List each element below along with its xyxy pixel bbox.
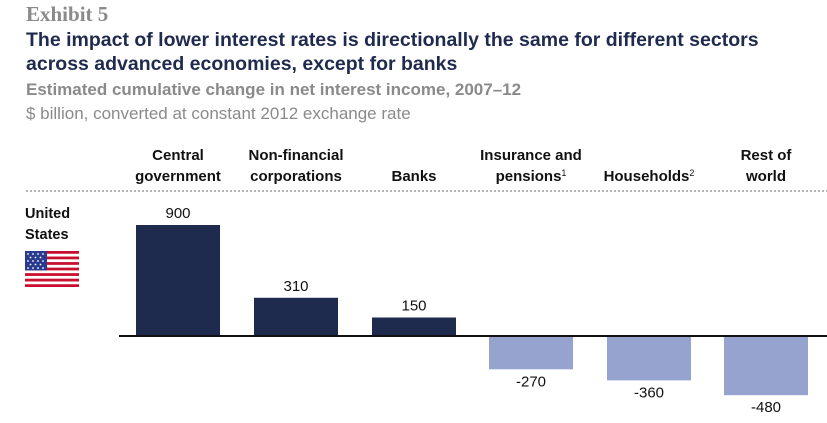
value-label: -360 bbox=[634, 384, 664, 401]
unit-note: $ billion, converted at constant 2012 ex… bbox=[26, 104, 411, 123]
bar bbox=[489, 336, 573, 370]
category-label: Rest of bbox=[741, 147, 793, 164]
value-label: 150 bbox=[401, 298, 426, 315]
bar bbox=[136, 225, 220, 336]
category-label: Insurance and bbox=[480, 147, 582, 164]
bar bbox=[372, 317, 456, 336]
country-label: United States bbox=[25, 206, 71, 243]
category-label: pensions1 bbox=[496, 168, 567, 185]
category-label: world bbox=[745, 168, 786, 185]
value-label: 310 bbox=[283, 278, 308, 295]
us-flag-icon bbox=[25, 251, 79, 287]
exhibit-label: Exhibit 5 bbox=[26, 2, 109, 26]
value-label: 900 bbox=[165, 205, 190, 222]
bar bbox=[724, 336, 808, 396]
category-label: Households2 bbox=[604, 168, 695, 185]
category-label: Central bbox=[152, 147, 204, 164]
value-label: -480 bbox=[751, 399, 781, 416]
category-label: government bbox=[135, 168, 221, 185]
chart-title: The impact of lower interest rates is di… bbox=[26, 29, 759, 75]
category-label: Non-financial bbox=[248, 147, 343, 164]
bar bbox=[254, 297, 338, 336]
bar bbox=[607, 336, 691, 381]
category-label: corporations bbox=[250, 168, 342, 185]
chart-subtitle: Estimated cumulative change in net inter… bbox=[26, 80, 522, 99]
value-label: -270 bbox=[516, 373, 546, 390]
category-label: Banks bbox=[391, 168, 436, 185]
